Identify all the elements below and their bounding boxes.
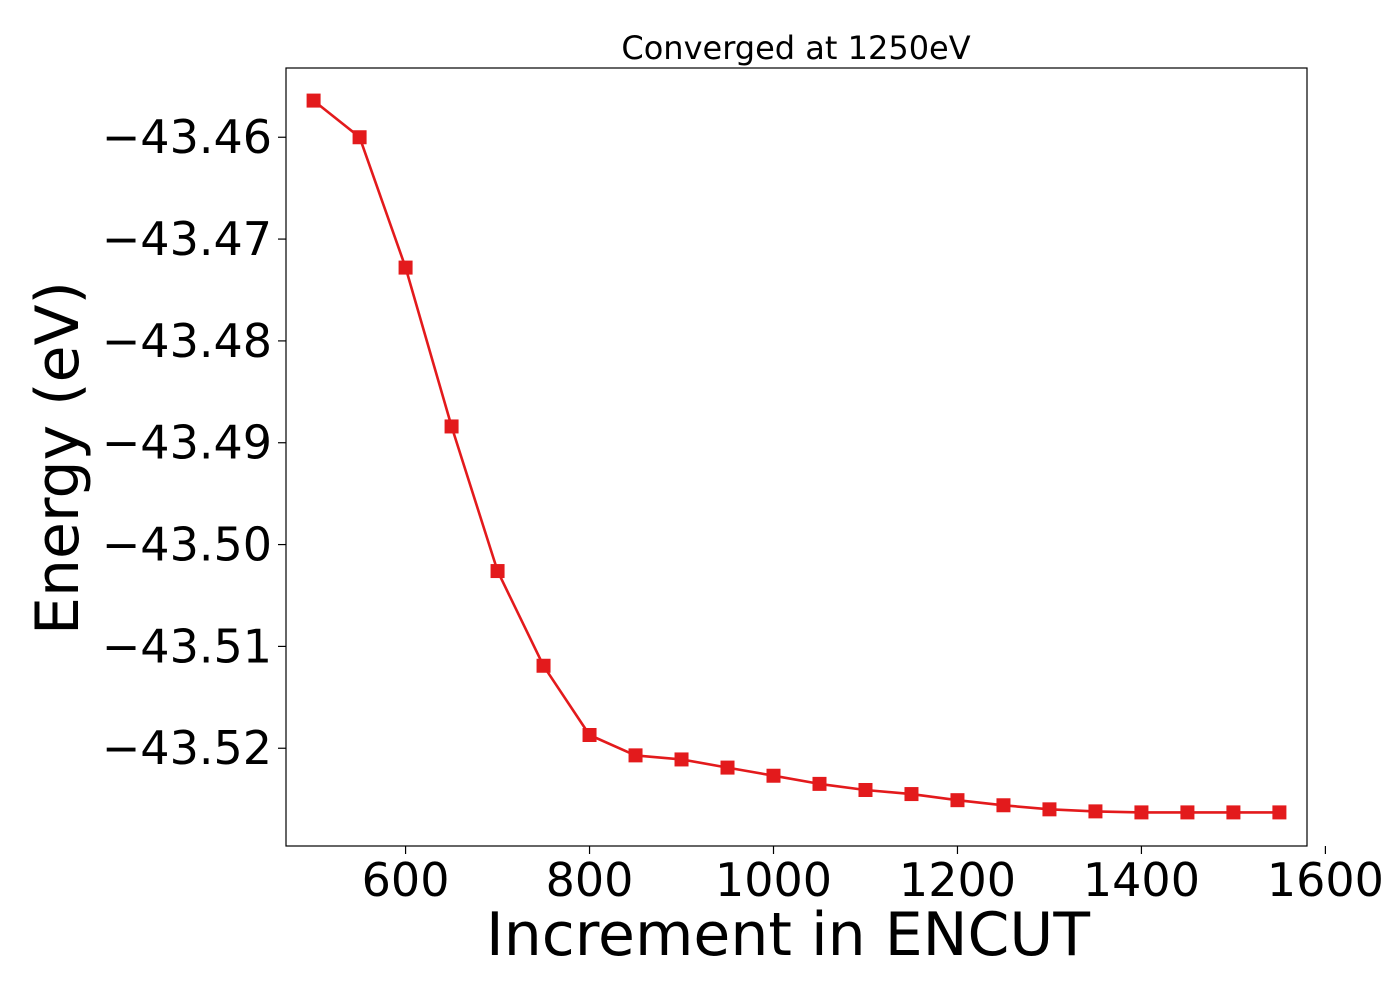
data-point xyxy=(1042,802,1057,817)
y-tick-label: −43.46 xyxy=(102,110,272,164)
data-point xyxy=(950,793,965,808)
data-point xyxy=(1226,805,1241,820)
y-tick-label: −43.48 xyxy=(102,314,272,368)
x-tick-label: 1400 xyxy=(1083,853,1200,907)
data-point xyxy=(1180,805,1195,820)
series-line xyxy=(312,99,1280,814)
data-point xyxy=(674,752,689,767)
y-tick-label: −43.47 xyxy=(102,212,272,266)
x-tick-label: 1600 xyxy=(1267,853,1384,907)
data-point xyxy=(306,93,321,108)
data-point xyxy=(720,760,735,775)
x-axis-label: Increment in ENCUT xyxy=(486,900,1090,970)
data-point xyxy=(444,419,459,434)
data-point xyxy=(352,130,367,145)
data-point xyxy=(490,564,505,579)
data-point xyxy=(1134,805,1149,820)
x-tick-label: 800 xyxy=(546,853,634,907)
data-point xyxy=(628,748,643,763)
chart-title: Converged at 1250eV xyxy=(621,29,970,67)
y-tick-label: −43.52 xyxy=(102,721,272,775)
x-axis: 600 800 1000 1200 1400 1600 xyxy=(362,846,1384,907)
data-point xyxy=(536,658,551,673)
x-tick-label: 1200 xyxy=(899,853,1016,907)
y-tick-label: −43.51 xyxy=(102,619,272,673)
y-axis-label: Energy (eV) xyxy=(23,281,93,635)
x-tick-label: 600 xyxy=(362,853,450,907)
y-tick-label: −43.49 xyxy=(102,416,272,470)
series-layer xyxy=(306,93,1287,820)
data-point xyxy=(582,728,597,743)
x-tick-label: 1000 xyxy=(715,853,832,907)
data-point xyxy=(1088,804,1103,819)
data-point xyxy=(766,768,781,783)
data-point xyxy=(858,782,873,797)
plot-area xyxy=(285,67,1308,847)
y-tick-label: −43.50 xyxy=(102,518,272,572)
data-point xyxy=(904,787,919,802)
data-point xyxy=(1272,805,1287,820)
data-point xyxy=(398,260,413,275)
y-axis: −43.46 −43.47 −43.48 −43.49 −43.50 −43.51 −43.… xyxy=(102,110,286,775)
data-point xyxy=(996,798,1011,813)
data-point xyxy=(812,776,827,791)
